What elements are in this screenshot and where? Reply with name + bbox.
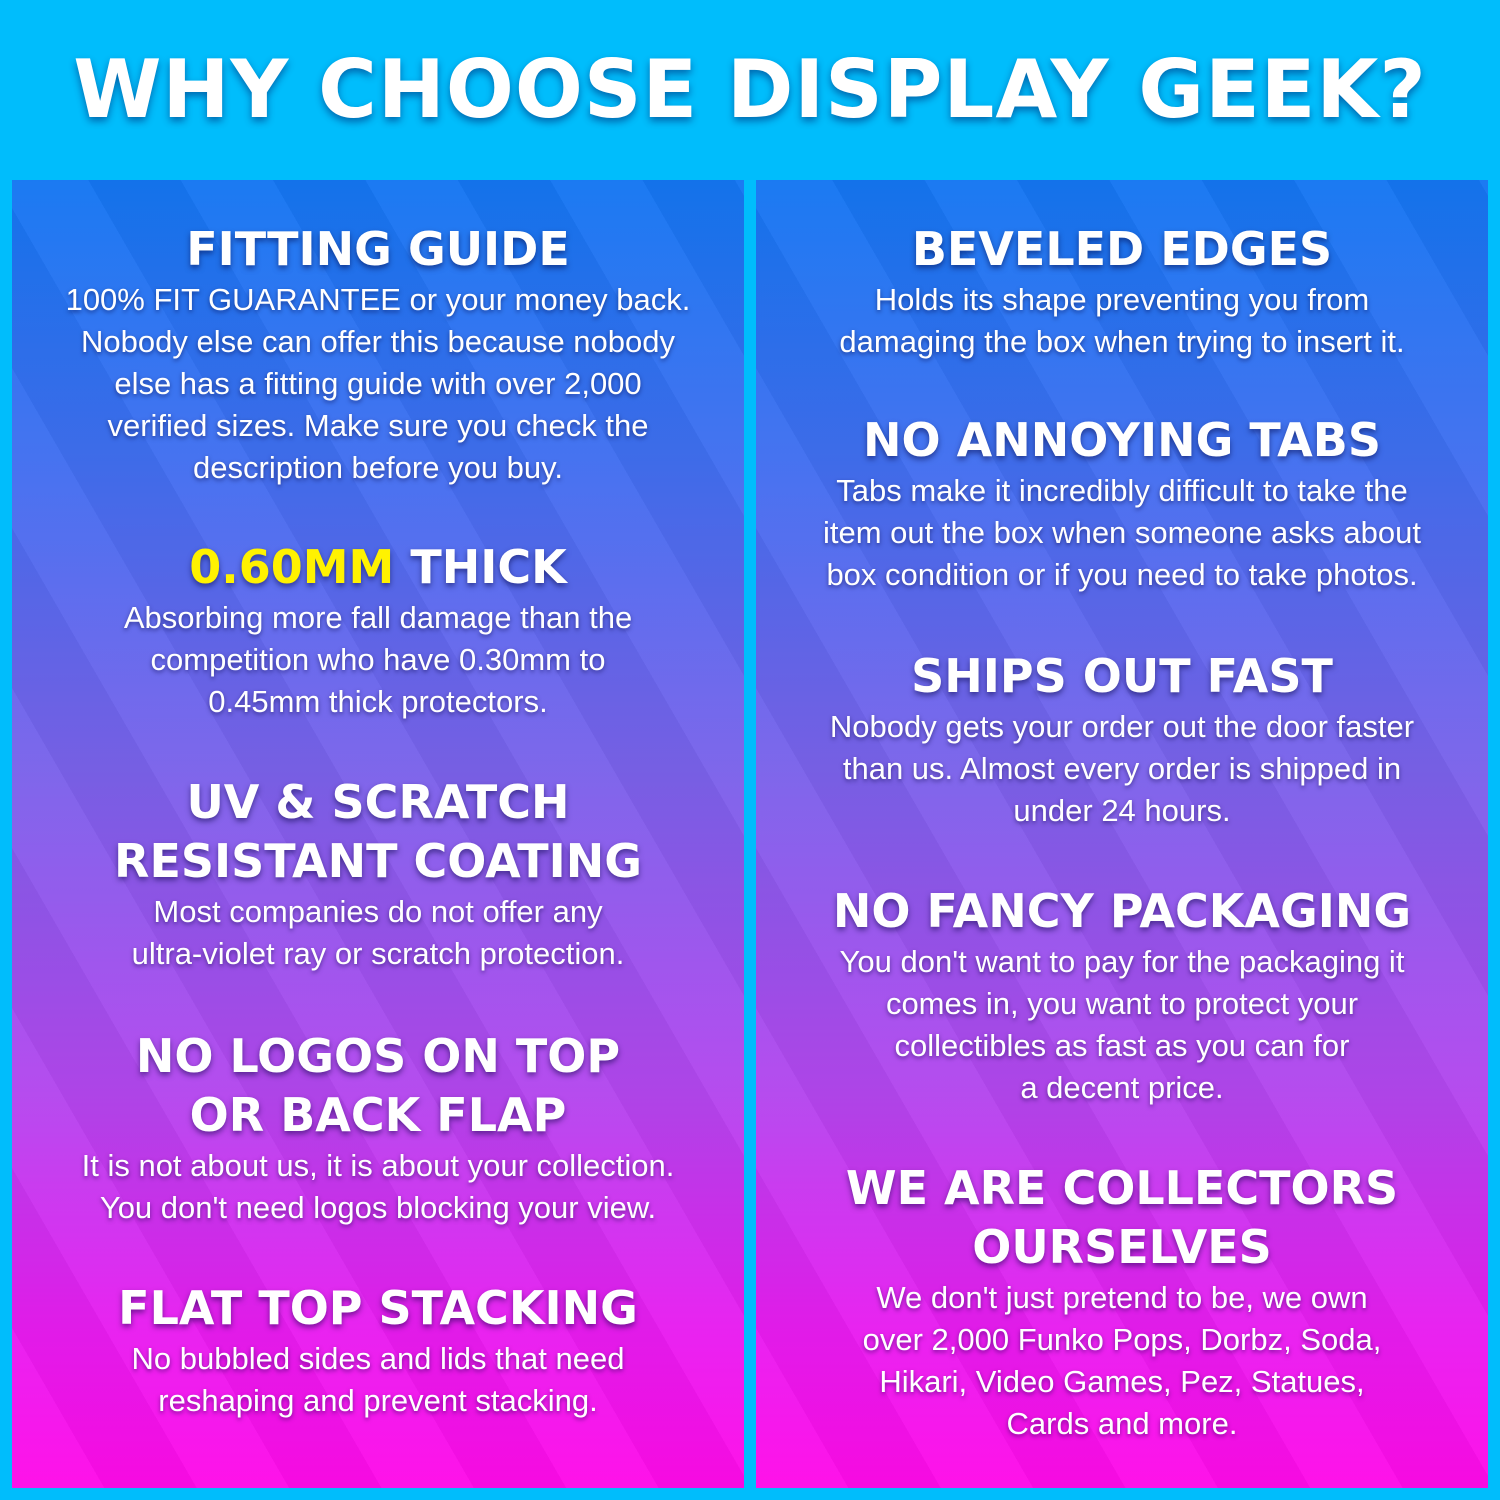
feature-heading: RESISTANT COATING	[12, 832, 744, 891]
heading-text: WE ARE COLLECTORS	[845, 1161, 1399, 1215]
feature-description-line: verified sizes. Make sure you check the	[107, 408, 649, 443]
feature-description-line: collectibles as fast as you can for	[894, 1028, 1350, 1063]
feature-description-line: ultra-violet ray or scratch protection.	[131, 936, 625, 971]
feature-heading: NO ANNOYING TABS	[756, 411, 1488, 470]
heading-text: RESISTANT COATING	[114, 834, 642, 888]
feature-description-line: Nobody gets your order out the door fast…	[829, 709, 1415, 744]
feature-description-line: No bubbled sides and lids that need	[131, 1341, 625, 1376]
heading-text: OURSELVES	[972, 1220, 1272, 1274]
feature-description-line: Holds its shape preventing you from	[874, 282, 1370, 317]
feature-description-line: Nobody else can offer this because nobod…	[81, 324, 675, 359]
heading-text: SHIPS OUT FAST	[911, 649, 1333, 703]
feature-section: NO FANCY PACKAGING You don't want to pay …	[756, 882, 1488, 1109]
feature-description-line: Hikari, Video Games, Pez, Statues,	[879, 1364, 1365, 1399]
feature-description-line: competition who have 0.30mm to	[150, 642, 606, 677]
feature-description-line: Tabs make it incredibly difficult to tak…	[836, 473, 1408, 508]
feature-heading: SHIPS OUT FAST	[756, 647, 1488, 706]
feature-description-line: under 24 hours.	[1013, 793, 1231, 828]
feature-heading: NO LOGOS ON TOP	[12, 1027, 744, 1086]
right-feature-panel: BEVELED EDGES Holds its shape preventing …	[756, 180, 1488, 1488]
feature-description-line: 100% FIT GUARANTEE or your money back.	[65, 282, 691, 317]
highlight-text: 0.60MM	[189, 540, 395, 594]
feature-heading: UV & SCRATCH	[12, 773, 744, 832]
feature-description-line: item out the box when someone asks about	[823, 515, 1421, 550]
feature-section: NO ANNOYING TABS Tabs make it incredibly …	[756, 411, 1488, 596]
heading-text: FITTING GUIDE	[186, 222, 570, 276]
feature-description-line: box condition or if you need to take pho…	[826, 557, 1418, 592]
feature-heading: 0.60MM THICK	[12, 538, 744, 597]
feature-heading: FLAT TOP STACKING	[12, 1279, 744, 1338]
feature-description-line: over 2,000 Funko Pops, Dorbz, Soda,	[862, 1322, 1382, 1357]
feature-section: 0.60MM THICK Absorbing more fall damage t…	[12, 538, 744, 723]
feature-description-line: a decent price.	[1020, 1070, 1224, 1105]
feature-section: FLAT TOP STACKING No bubbled sides and li…	[12, 1279, 744, 1422]
heading-text: NO LOGOS ON TOP	[135, 1029, 621, 1083]
feature-description-line: description before you buy.	[193, 450, 563, 485]
heading-text: THICK	[394, 540, 567, 594]
heading-text: BEVELED EDGES	[911, 222, 1333, 276]
feature-description-line: damaging the box when trying to insert i…	[839, 324, 1405, 359]
feature-description-line: 0.45mm thick protectors.	[208, 684, 548, 719]
feature-heading: OURSELVES	[756, 1218, 1488, 1277]
feature-section: NO LOGOS ON TOP OR BACK FLAP It is not abo…	[12, 1027, 744, 1229]
feature-description-line: You don't need logos blocking your view.	[99, 1190, 657, 1225]
page-title: WHY CHOOSE DISPLAY GEEK?	[73, 43, 1427, 136]
feature-heading: WE ARE COLLECTORS	[756, 1159, 1488, 1218]
feature-description-line: Most companies do not offer any	[153, 894, 603, 929]
feature-description-line: Cards and more.	[1006, 1406, 1238, 1441]
feature-description-line: than us. Almost every order is shipped i…	[842, 751, 1402, 786]
feature-description-line: You don't want to pay for the packaging …	[839, 944, 1405, 979]
heading-text: NO ANNOYING TABS	[863, 413, 1381, 467]
heading-text: FLAT TOP STACKING	[118, 1281, 638, 1335]
left-feature-panel: FITTING GUIDE 100% FIT GUARANTEE or your …	[12, 180, 744, 1488]
feature-section: BEVELED EDGES Holds its shape preventing …	[756, 220, 1488, 363]
feature-section: SHIPS OUT FAST Nobody gets your order out…	[756, 647, 1488, 832]
feature-description-line: Absorbing more fall damage than the	[123, 600, 633, 635]
feature-section: WE ARE COLLECTORS OURSELVES We don't just …	[756, 1159, 1488, 1445]
feature-description-line: We don't just pretend to be, we own	[876, 1280, 1368, 1315]
feature-heading: BEVELED EDGES	[756, 220, 1488, 279]
feature-section: FITTING GUIDE 100% FIT GUARANTEE or your …	[12, 220, 744, 489]
feature-heading: OR BACK FLAP	[12, 1086, 744, 1145]
feature-description-line: It is not about us, it is about your col…	[81, 1148, 675, 1183]
heading-text: NO FANCY PACKAGING	[832, 884, 1412, 938]
feature-description-line: else has a fitting guide with over 2,000	[114, 366, 642, 401]
feature-section: UV & SCRATCH RESISTANT COATING Most compan…	[12, 773, 744, 975]
feature-description-line: reshaping and prevent stacking.	[158, 1383, 598, 1418]
heading-text: OR BACK FLAP	[189, 1088, 567, 1142]
feature-description-line: comes in, you want to protect your	[885, 986, 1359, 1021]
feature-heading: FITTING GUIDE	[12, 220, 744, 279]
feature-heading: NO FANCY PACKAGING	[756, 882, 1488, 941]
heading-text: UV & SCRATCH	[186, 775, 570, 829]
